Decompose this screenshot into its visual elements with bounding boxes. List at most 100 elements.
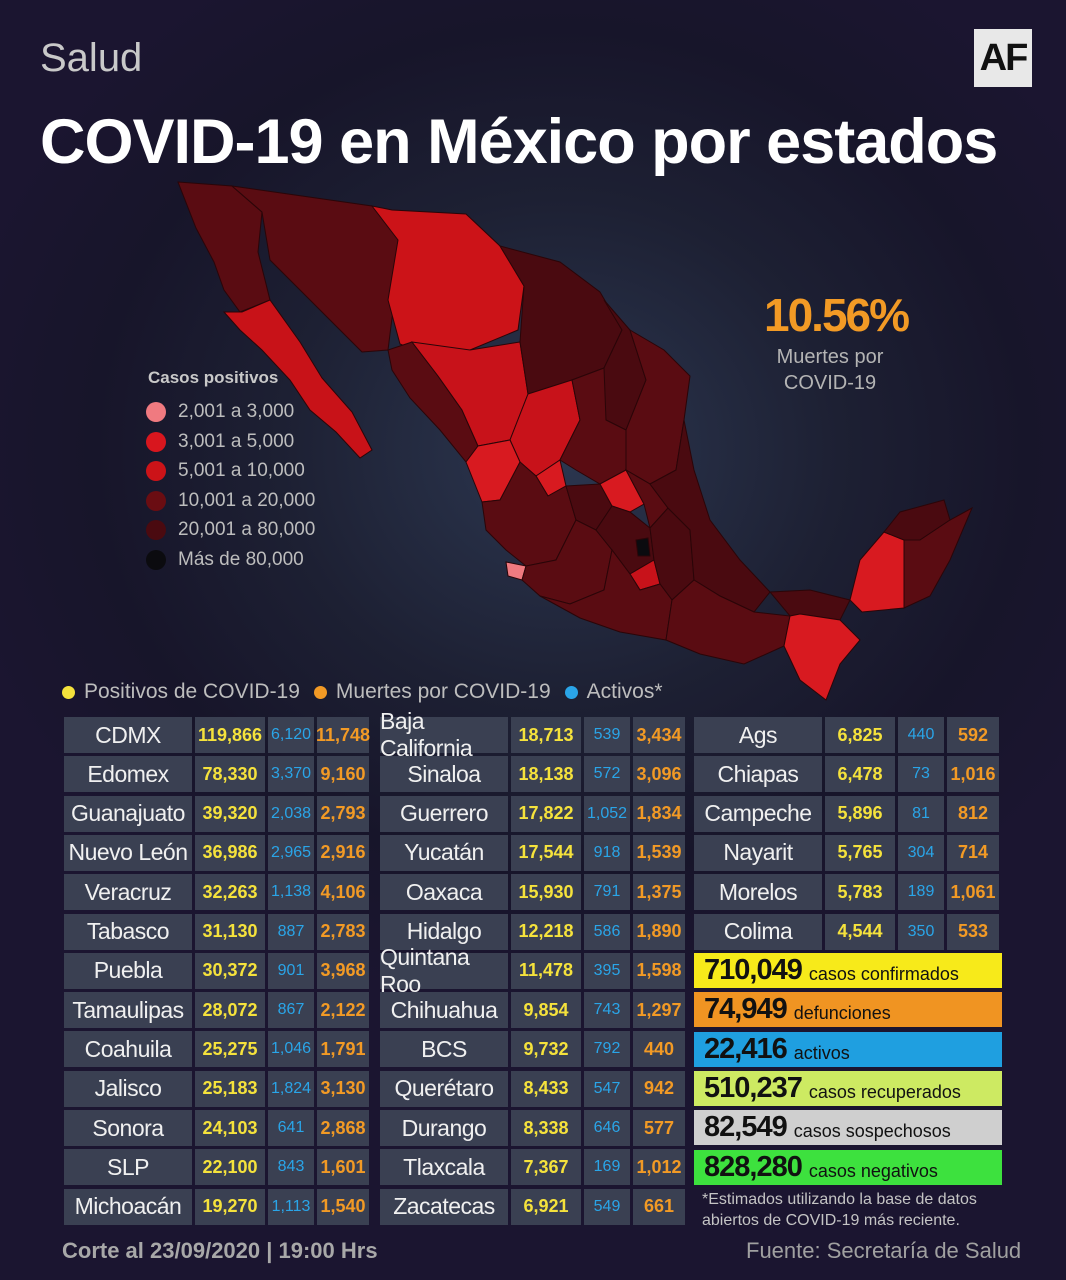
legend-item-label: Más de 80,000 [178,549,304,570]
total-label: casos sospechosos [793,1121,951,1142]
mexico-map [177,181,974,701]
state-name-cell: Oaxaca [380,874,508,911]
cutoff-date: Corte al 23/09/2020 | 19:00 Hrs [62,1238,378,1263]
legend-item-label: 2,001 a 3,000 [178,401,295,422]
state-activos-cell: 6,120 [268,717,314,753]
state-activos-cell: 189 [898,874,944,911]
legend-swatch-icon [146,550,166,570]
state-positivos-cell: 78,330 [195,756,265,793]
state-name-cell: Michoacán [64,1188,192,1225]
state-muertes-cell: 1,791 [317,1031,369,1068]
state-muertes-cell: 1,539 [633,834,685,871]
state-muertes-cell: 2,916 [317,834,369,871]
state-positivos-cell: 36,986 [195,834,265,871]
state-activos-cell: 304 [898,834,944,871]
state-muertes-cell: 3,434 [633,717,685,753]
state-muertes-cell: 592 [947,717,999,753]
state-positivos-cell: 17,544 [511,834,581,871]
total-value: 510,237 [704,1071,803,1104]
state-muertes-cell: 1,061 [947,874,999,911]
state-positivos-cell: 7,367 [511,1149,581,1186]
state-positivos-cell: 6,921 [511,1188,581,1225]
total-value: 828,280 [704,1150,803,1183]
state-positivos-cell: 9,854 [511,992,581,1029]
state-muertes-cell: 3,096 [633,756,685,793]
state-activos-cell: 641 [268,1110,314,1146]
state-activos-cell: 1,046 [268,1031,314,1068]
state-name-cell: Guerrero [380,795,508,832]
state-activos-cell: 440 [898,717,944,753]
state-muertes-cell: 577 [633,1110,685,1146]
total-box: 710,049 casos confirmados [694,953,1002,988]
state-activos-cell: 646 [584,1110,630,1146]
state-name-cell: CDMX [64,717,192,753]
state-positivos-cell: 5,896 [825,795,895,832]
state-name-cell: SLP [64,1149,192,1186]
state-activos-cell: 918 [584,834,630,871]
total-box: 510,237 casos recuperados [694,1070,1002,1106]
map-state-quintana-roo [903,506,974,609]
state-positivos-cell: 6,478 [825,756,895,793]
state-name-cell: Veracruz [64,874,192,911]
state-name-cell: Durango [380,1110,508,1146]
state-activos-cell: 395 [584,952,630,989]
key-activos: Activos* [564,680,663,704]
legend-item-label: 20,001 a 80,000 [178,519,316,541]
state-activos-cell: 539 [584,717,630,753]
state-muertes-cell: 3,130 [317,1070,369,1107]
state-activos-cell: 743 [584,992,630,1029]
state-muertes-cell: 2,783 [317,913,369,950]
activos-dot-icon [564,685,578,699]
total-value: 74,949 [704,993,788,1026]
legend-swatch-icon [146,520,166,541]
state-positivos-cell: 18,138 [511,756,581,793]
state-activos-cell: 586 [584,913,630,950]
state-muertes-cell: 1,297 [633,992,685,1029]
total-label: casos negativos [808,1160,938,1181]
state-muertes-cell: 2,868 [317,1110,369,1146]
total-value: 82,549 [704,1111,788,1144]
state-activos-cell: 2,038 [268,795,314,832]
state-muertes-cell: 533 [947,913,999,950]
map-state-campeche [849,531,905,613]
state-activos-cell: 572 [584,756,630,793]
state-muertes-cell: 9,160 [317,756,369,793]
legend-item: 5,001 a 10,000 [146,458,305,484]
state-activos-cell: 81 [898,795,944,832]
state-positivos-cell: 12,218 [511,913,581,950]
state-name-cell: Tamaulipas [64,992,192,1029]
state-muertes-cell: 1,540 [317,1188,369,1225]
state-muertes-cell: 714 [947,834,999,871]
af-logo: AF [974,29,1032,87]
state-name-cell: Puebla [64,952,192,989]
state-positivos-cell: 31,130 [195,913,265,950]
muertes-dot-icon [313,685,327,699]
state-activos-cell: 791 [584,874,630,911]
total-value: 22,416 [704,1032,788,1065]
state-activos-cell: 887 [268,913,314,950]
map-state-chihuahua [370,205,525,361]
state-positivos-cell: 6,825 [825,717,895,753]
legend-swatch-icon [146,431,166,452]
state-positivos-cell: 39,320 [195,795,265,832]
legend-swatch-icon [146,490,166,511]
state-muertes-cell: 661 [633,1188,685,1225]
total-value: 710,049 [704,954,803,986]
total-box: 828,280 casos negativos [694,1149,1002,1185]
key-positivos-label: Positivos de COVID-19 [84,680,300,703]
legend-title: Casos positivos [148,368,279,387]
state-name-cell: Yucatán [380,834,508,871]
state-muertes-cell: 812 [947,795,999,832]
state-positivos-cell: 24,103 [195,1110,265,1146]
map-state-chiapas [783,613,861,701]
state-name-cell: BCS [380,1031,508,1068]
state-activos-cell: 1,113 [268,1188,314,1225]
state-name-cell: Sinaloa [380,756,508,793]
state-muertes-cell: 2,122 [317,992,369,1029]
total-label: casos confirmados [808,964,959,984]
map-state-cdmx [635,537,651,557]
state-positivos-cell: 4,544 [825,913,895,950]
state-name-cell: Nayarit [694,834,822,871]
mortality-rate: 10.56% [764,289,910,341]
state-positivos-cell: 22,100 [195,1149,265,1186]
